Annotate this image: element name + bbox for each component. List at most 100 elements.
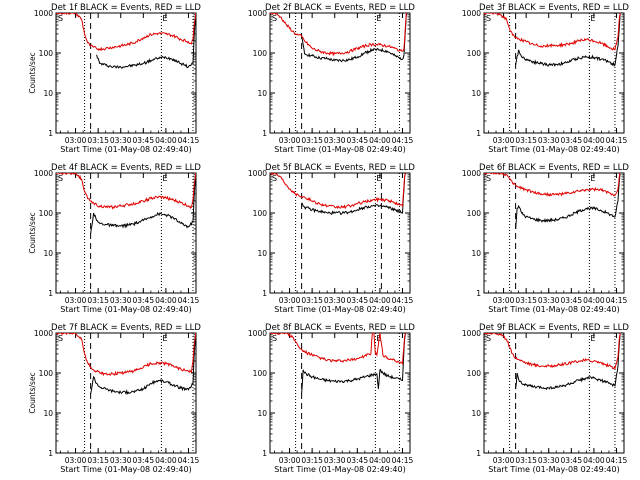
y-tick-label: 1000 — [248, 329, 267, 338]
detector-panel: Det 3f BLACK = Events, RED = LLD 1 10 100 10… — [462, 3, 630, 154]
x-tick-label: 03:15 — [515, 136, 537, 145]
x-tick-label: 03:30 — [324, 456, 346, 465]
x-tick-label: 03:00 — [493, 296, 515, 305]
x-tick-label: 03:15 — [87, 296, 109, 305]
x-axis-label: Start Time (01-May-08 02:49:40) — [60, 305, 191, 314]
lld-series-line — [270, 173, 406, 210]
panel-title: Det 6f BLACK = Events, RED = LLD — [479, 163, 629, 173]
x-tick-label: 03:30 — [110, 456, 132, 465]
x-tick-label: 03:00 — [493, 136, 515, 145]
x-tick-label: 04:15 — [392, 296, 414, 305]
x-tick-label: 03:30 — [110, 296, 132, 305]
x-tick-label: 04:15 — [606, 456, 628, 465]
detector-panel: Det 9f BLACK = Events, RED = LLD 1 10 100 10… — [462, 323, 630, 474]
x-tick-label: 03:45 — [346, 136, 368, 145]
x-tick-label: 03:00 — [279, 136, 301, 145]
end-flag: E — [590, 14, 595, 23]
x-tick-label: 03:45 — [560, 456, 582, 465]
events-series-line — [301, 13, 408, 63]
y-tick-label: 1 — [262, 289, 267, 298]
events-series-line — [90, 333, 196, 396]
detector-panel: Det 4f BLACK = Events, RED = LLD 1 10 100 10… — [28, 163, 201, 314]
x-tick-label: 03:30 — [538, 456, 560, 465]
detector-panel: Det 8f BLACK = Events, RED = LLD 1 10 100 10… — [248, 323, 416, 474]
x-tick-label: 03:00 — [65, 456, 87, 465]
x-tick-label: 04:00 — [369, 296, 391, 305]
y-tick-label: 1 — [476, 129, 481, 138]
detector-panel: Det 1f BLACK = Events, RED = LLD 1 10 100 10… — [28, 3, 201, 154]
plot-frame — [269, 12, 411, 134]
end-flag: E — [590, 174, 595, 183]
y-tick-label: 1000 — [248, 169, 267, 178]
x-axis-label: Start Time (01-May-08 02:49:40) — [60, 145, 191, 154]
lld-series-line — [56, 333, 196, 377]
end-flag: E — [162, 14, 167, 23]
x-tick-label: 03:15 — [87, 456, 109, 465]
x-axis-label: Start Time (01-May-08 02:49:40) — [488, 145, 619, 154]
y-tick-label: 100 — [253, 49, 268, 58]
y-tick-label: 1000 — [462, 9, 481, 18]
lld-series-line — [484, 13, 621, 51]
x-tick-label: 03:15 — [301, 456, 323, 465]
y-tick-label: 1 — [476, 449, 481, 458]
y-tick-label: 10 — [43, 409, 53, 418]
x-tick-label: 04:00 — [583, 296, 605, 305]
y-tick-label: 10 — [471, 89, 481, 98]
detector-panel: Det 2f BLACK = Events, RED = LLD 1 10 100 10… — [248, 3, 416, 154]
y-tick-label: 100 — [39, 49, 54, 58]
x-tick-label: 04:00 — [369, 456, 391, 465]
events-series-line — [515, 173, 621, 229]
x-tick-label: 04:00 — [583, 456, 605, 465]
x-tick-label: 03:00 — [493, 456, 515, 465]
y-tick-label: 1 — [48, 289, 53, 298]
x-tick-label: 04:00 — [155, 136, 177, 145]
x-tick-label: 04:15 — [392, 136, 414, 145]
x-axis-label: Start Time (01-May-08 02:49:40) — [488, 465, 619, 474]
y-tick-label: 1000 — [462, 169, 481, 178]
panel-title: Det 3f BLACK = Events, RED = LLD — [479, 3, 629, 13]
x-tick-label: 04:00 — [369, 136, 391, 145]
y-tick-label: 100 — [253, 209, 268, 218]
y-tick-label: 10 — [471, 409, 481, 418]
end-flag: E — [376, 14, 381, 23]
y-tick-label: 1000 — [34, 9, 53, 18]
x-tick-label: 03:00 — [65, 136, 87, 145]
lld-series-line — [484, 333, 621, 370]
panel-title: Det 7f BLACK = Events, RED = LLD — [51, 323, 201, 333]
x-tick-label: 04:00 — [155, 296, 177, 305]
end-flag: E — [376, 174, 381, 183]
lld-series-line — [484, 173, 621, 197]
plot-frame — [269, 172, 411, 294]
plot-frame — [55, 172, 197, 294]
x-tick-label: 03:15 — [515, 296, 537, 305]
x-tick-label: 03:45 — [346, 296, 368, 305]
x-tick-label: 03:00 — [279, 296, 301, 305]
panel-title: Det 2f BLACK = Events, RED = LLD — [265, 3, 415, 13]
start-flag: S — [486, 14, 491, 23]
x-tick-label: 04:15 — [606, 296, 628, 305]
end-flag: E — [590, 334, 595, 343]
x-axis-label: Start Time (01-May-08 02:49:40) — [274, 305, 405, 314]
start-flag: S — [272, 14, 277, 23]
x-tick-label: 03:00 — [279, 456, 301, 465]
y-tick-label: 100 — [467, 209, 482, 218]
x-tick-label: 03:45 — [560, 296, 582, 305]
y-tick-label: 10 — [257, 409, 267, 418]
y-tick-label: 1 — [262, 129, 267, 138]
plot-frame — [269, 332, 411, 454]
y-tick-label: 1 — [262, 449, 267, 458]
panel-title: Det 9f BLACK = Events, RED = LLD — [479, 323, 629, 333]
y-axis-label: Counts/sec — [28, 372, 37, 413]
x-tick-label: 03:15 — [87, 136, 109, 145]
start-flag: S — [58, 14, 63, 23]
x-tick-label: 04:00 — [583, 136, 605, 145]
end-flag: E — [162, 334, 167, 343]
events-series-line — [301, 173, 406, 216]
x-axis-label: Start Time (01-May-08 02:49:40) — [488, 305, 619, 314]
x-axis-label: Start Time (01-May-08 02:49:40) — [274, 465, 405, 474]
plot-frame — [483, 12, 625, 134]
x-axis-label: Start Time (01-May-08 02:49:40) — [60, 465, 191, 474]
x-tick-label: 04:15 — [178, 136, 200, 145]
start-flag: S — [58, 334, 63, 343]
start-flag: S — [272, 334, 277, 343]
